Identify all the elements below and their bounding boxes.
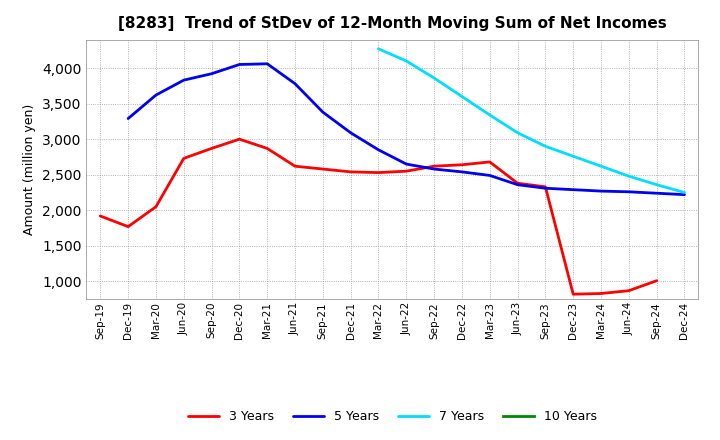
3 Years [624, 288, 633, 293]
3 Years [569, 292, 577, 297]
5 Years [513, 182, 522, 187]
5 Years [541, 186, 550, 191]
7 Years [458, 94, 467, 99]
3 Years [263, 146, 271, 151]
5 Years [458, 169, 467, 175]
3 Years [485, 159, 494, 165]
Y-axis label: Amount (million yen): Amount (million yen) [24, 104, 37, 235]
3 Years [597, 291, 606, 296]
5 Years [152, 92, 161, 98]
5 Years [569, 187, 577, 192]
5 Years [652, 191, 661, 196]
Title: [8283]  Trend of StDev of 12-Month Moving Sum of Net Incomes: [8283] Trend of StDev of 12-Month Moving… [118, 16, 667, 32]
5 Years [430, 166, 438, 172]
5 Years [346, 130, 355, 136]
5 Years [207, 71, 216, 77]
5 Years [624, 189, 633, 194]
5 Years [485, 173, 494, 178]
7 Years [402, 58, 410, 63]
3 Years [346, 169, 355, 175]
5 Years [291, 81, 300, 86]
3 Years [541, 184, 550, 190]
5 Years [235, 62, 243, 67]
3 Years [124, 224, 132, 229]
5 Years [318, 110, 327, 115]
Line: 5 Years: 5 Years [128, 64, 685, 194]
3 Years [291, 164, 300, 169]
5 Years [179, 77, 188, 83]
3 Years [152, 204, 161, 209]
7 Years [597, 164, 606, 169]
3 Years [179, 156, 188, 161]
7 Years [430, 75, 438, 81]
5 Years [597, 188, 606, 194]
Line: 3 Years: 3 Years [100, 139, 657, 294]
3 Years [652, 278, 661, 283]
Line: 7 Years: 7 Years [379, 49, 685, 193]
7 Years [652, 182, 661, 187]
7 Years [513, 130, 522, 136]
3 Years [458, 162, 467, 167]
Legend: 3 Years, 5 Years, 7 Years, 10 Years: 3 Years, 5 Years, 7 Years, 10 Years [183, 405, 602, 428]
5 Years [402, 161, 410, 167]
5 Years [124, 116, 132, 121]
5 Years [680, 192, 689, 197]
3 Years [430, 164, 438, 169]
7 Years [680, 190, 689, 195]
7 Years [541, 143, 550, 149]
3 Years [318, 166, 327, 172]
3 Years [207, 146, 216, 151]
3 Years [96, 213, 104, 219]
3 Years [235, 136, 243, 142]
7 Years [374, 46, 383, 51]
3 Years [374, 170, 383, 175]
7 Years [569, 154, 577, 159]
5 Years [374, 147, 383, 153]
3 Years [402, 169, 410, 174]
7 Years [485, 112, 494, 117]
5 Years [263, 61, 271, 66]
7 Years [624, 173, 633, 179]
3 Years [513, 181, 522, 186]
